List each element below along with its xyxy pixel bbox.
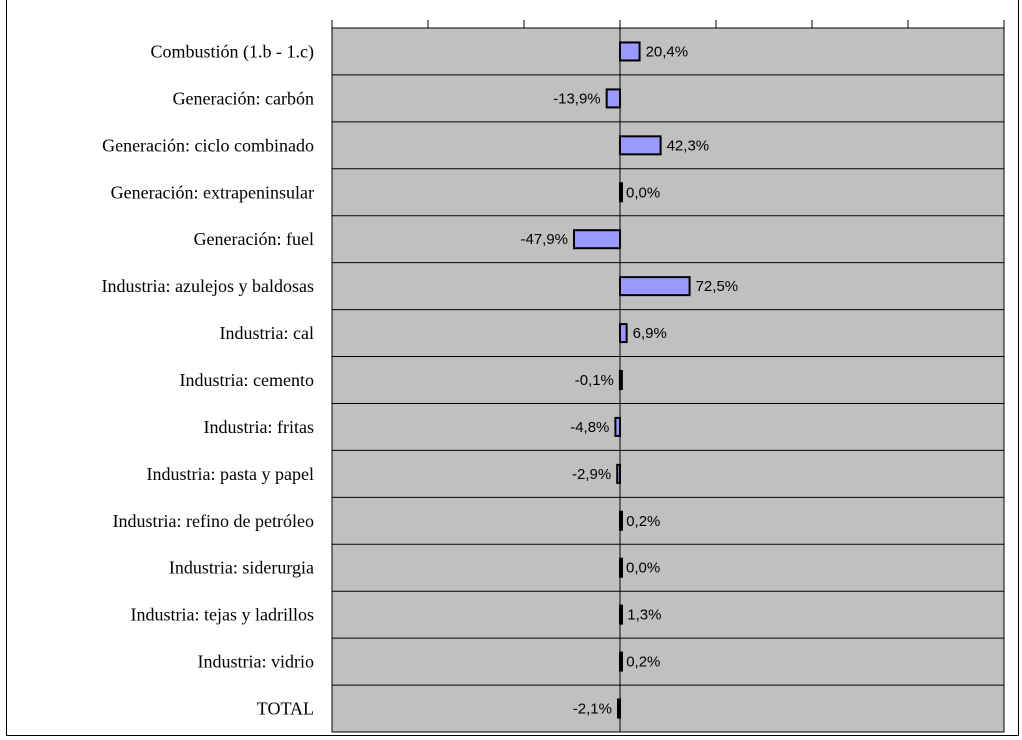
category-label: TOTAL <box>257 699 314 719</box>
bar <box>619 604 623 625</box>
data-label: 1,3% <box>627 607 661 624</box>
category-label: Generación: fuel <box>194 229 314 249</box>
data-label: -47,9% <box>520 231 568 248</box>
chart-frame <box>6 0 1019 736</box>
bar <box>619 557 623 578</box>
data-label: 0,0% <box>626 184 660 201</box>
data-label: -0,1% <box>575 372 614 389</box>
category-label: Industria: siderurgia <box>169 558 314 578</box>
data-label: -2,9% <box>572 466 611 483</box>
category-label: Industria: cal <box>220 323 314 343</box>
data-label: -2,1% <box>573 701 612 718</box>
category-label: Generación: ciclo combinado <box>102 135 314 155</box>
bar <box>619 510 623 531</box>
bar <box>614 416 622 437</box>
bar <box>573 229 621 250</box>
category-label: Generación: extrapeninsular <box>111 182 314 202</box>
category-label: Industria: pasta y papel <box>147 464 314 484</box>
data-label: -4,8% <box>570 419 609 436</box>
data-label: 0,0% <box>626 560 660 577</box>
bar <box>619 651 623 672</box>
bar <box>618 370 623 390</box>
category-label: Industria: azulejos y baldosas <box>102 276 314 296</box>
category-label: Industria: vidrio <box>198 652 314 672</box>
bar <box>616 463 622 484</box>
data-label: -13,9% <box>553 90 601 107</box>
plot-area <box>331 27 1005 733</box>
bar <box>619 276 691 297</box>
bar <box>619 323 628 344</box>
bar <box>619 182 623 203</box>
category-label: Industria: fritas <box>204 417 314 437</box>
data-label: 20,4% <box>646 43 689 60</box>
bar <box>616 698 622 719</box>
data-label: 0,2% <box>626 513 660 530</box>
bar <box>619 41 641 62</box>
data-label: 6,9% <box>633 325 667 342</box>
bar <box>619 135 662 156</box>
category-label: Generación: carbón <box>173 88 314 108</box>
data-label: 72,5% <box>696 278 739 295</box>
bar <box>605 88 622 109</box>
category-label: Industria: tejas y ladrillos <box>131 605 314 625</box>
category-label: Industria: cemento <box>180 370 314 390</box>
data-label: 0,2% <box>626 654 660 671</box>
category-label: Combustión (1.b - 1.c) <box>151 41 315 62</box>
category-label: Industria: refino de petróleo <box>113 511 314 531</box>
data-label: 42,3% <box>667 137 710 154</box>
